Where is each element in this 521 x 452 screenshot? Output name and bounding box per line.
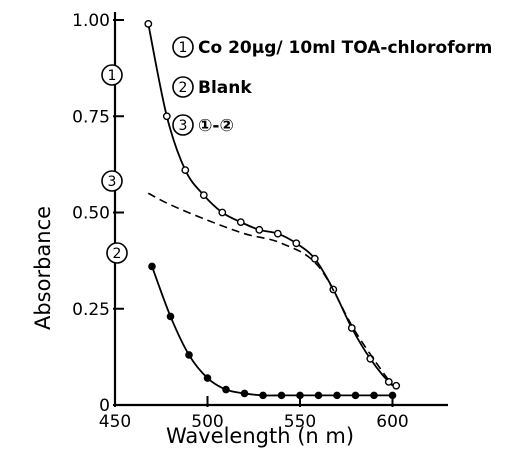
curve-label-circle [106, 242, 128, 264]
series-2-point [185, 351, 193, 359]
legend-item: 3 ①-② [172, 114, 234, 136]
series-3-line [147, 192, 394, 387]
legend-number: 3 [179, 118, 188, 134]
x-tick-label: 500 [191, 412, 223, 432]
series-1-point [236, 218, 245, 227]
series-1-point [218, 208, 227, 217]
curve-label-number: 2 [113, 246, 122, 262]
curve-labels: 1 2 3 [101, 64, 128, 264]
legend-item: 1 Co 20μg/ 10ml TOA-chloroform [172, 36, 492, 58]
series-1-point [310, 254, 319, 263]
series-3 [147, 192, 394, 387]
series-2-point [222, 385, 230, 394]
series-1-point [392, 381, 401, 390]
legend-number: 1 [179, 40, 188, 56]
series-1-point [199, 191, 208, 200]
legend-text: Blank [198, 78, 252, 98]
series-2-point [314, 391, 323, 400]
y-tick-label: 0.50 [72, 204, 110, 224]
series-1-point [162, 112, 171, 121]
y-axis-title: Absorbance [31, 206, 55, 330]
x-axis-title: Wavelength (n m) [166, 424, 354, 448]
legend-number-circle [172, 114, 194, 136]
series-1-point [144, 19, 153, 28]
series-2-point [370, 391, 378, 400]
series-2-point [166, 312, 175, 321]
x-tick-label: 450 [99, 412, 131, 432]
series-2-line [151, 266, 393, 397]
x-tick-label: 600 [376, 412, 408, 432]
legend-number-circle [172, 36, 194, 58]
series-2-point [148, 262, 156, 271]
series-2-point [351, 391, 360, 400]
series-2 [148, 262, 397, 400]
series-1-point [181, 166, 190, 175]
y-tick-label: 0.25 [72, 300, 110, 320]
series-1-point [255, 225, 264, 234]
y-tick-label: 0 [99, 396, 110, 416]
series-2-point [333, 391, 341, 400]
legend: 1 Co 20μg/ 10ml TOA-chloroform 2 Blank 3 ①-② [172, 36, 492, 136]
legend-number-circle [172, 76, 194, 98]
curve-label-number: 1 [108, 68, 117, 84]
series-2-point [277, 391, 286, 400]
series-2-point [203, 374, 212, 382]
y-axis-ticks: 0 0.25 0.50 0.75 1.00 [72, 11, 124, 416]
series-2-point [259, 391, 267, 400]
series-1 [144, 19, 401, 390]
curve-label-number: 3 [108, 174, 117, 190]
legend-number: 2 [179, 80, 188, 96]
x-tick-label: 550 [284, 412, 316, 432]
series-2-point [240, 389, 249, 398]
series-2-point [388, 391, 397, 400]
curve-label-circle [101, 64, 123, 86]
legend-item: 2 Blank [172, 76, 252, 98]
y-tick-label: 0.75 [72, 107, 110, 127]
y-tick-label: 1.00 [72, 11, 110, 31]
legend-text: Co 20μg/ 10ml TOA-chloroform [198, 38, 492, 58]
series-layer [144, 19, 401, 400]
series-1-point [384, 377, 393, 386]
series-1-point [292, 239, 301, 248]
curve-label-circle [101, 170, 123, 192]
series-2-point [296, 391, 304, 400]
legend-text: ①-② [198, 116, 234, 136]
series-1-point [273, 229, 282, 238]
